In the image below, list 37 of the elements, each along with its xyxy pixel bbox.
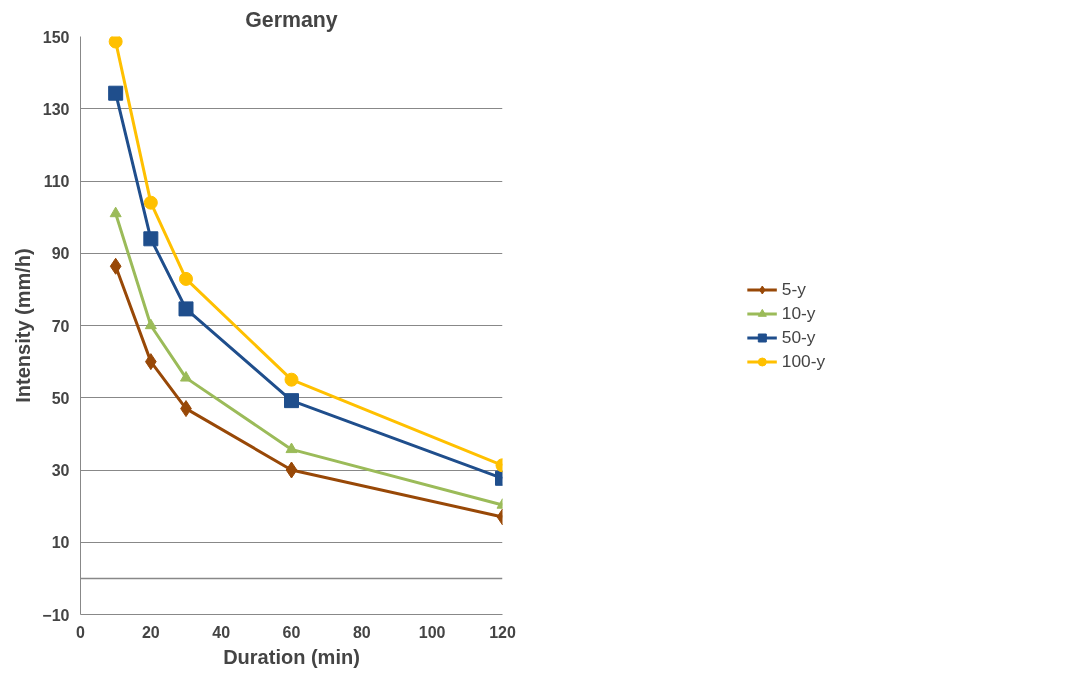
legend-label: 10-y [781, 302, 816, 324]
x-tick-label: 120 [489, 623, 516, 641]
point [144, 318, 157, 330]
point [109, 257, 122, 275]
point [143, 195, 158, 210]
y-tick-label: 30 [51, 462, 70, 479]
x-tick-label: 40 [212, 623, 231, 641]
point [179, 271, 193, 286]
point [108, 85, 124, 101]
point [178, 301, 194, 317]
y-tick-label: 130 [42, 100, 70, 118]
point [143, 231, 159, 247]
y-tick-label: 10 [51, 534, 70, 552]
point [284, 372, 299, 387]
chart-title: Germany [245, 7, 338, 32]
legend-label: 50-y [781, 326, 816, 348]
y-tick-label: 90 [51, 245, 70, 263]
legend-label: 100-y [781, 350, 826, 372]
y-axis-title: Intensity (mm/h) [12, 248, 35, 403]
y-tick-label: 70 [51, 317, 70, 335]
x-axis-title: Duration (min) [223, 645, 360, 668]
legend-label: 5-y [781, 278, 806, 300]
x-tick-label: 100 [418, 623, 446, 641]
y-tick-label: −10 [42, 606, 70, 624]
point [180, 371, 192, 382]
x-tick-label: 80 [352, 623, 371, 641]
x-tick-label: 20 [141, 623, 160, 641]
y-tick-label: 110 [43, 173, 70, 190]
x-tick-label: 0 [76, 623, 86, 641]
y-tick-label: 50 [51, 389, 70, 407]
x-tick-label: 60 [282, 623, 301, 641]
point [108, 36, 123, 49]
point [285, 442, 298, 454]
y-tick-label: 150 [42, 28, 70, 46]
point [109, 206, 122, 218]
point [284, 393, 299, 409]
point [285, 461, 298, 479]
